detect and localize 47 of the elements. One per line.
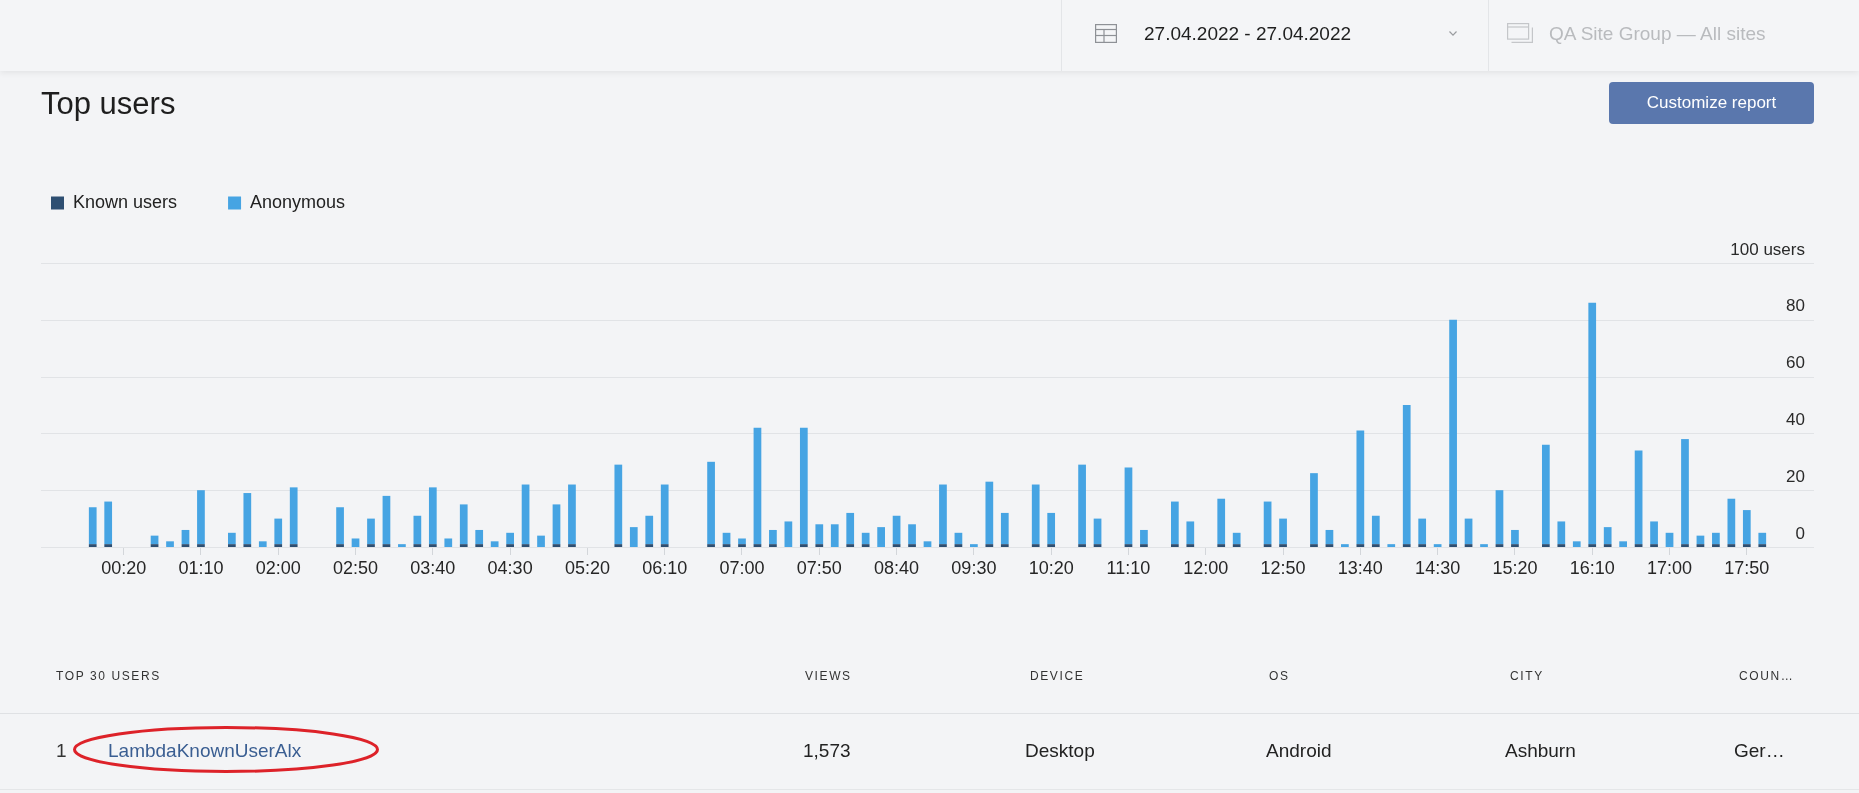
text: Android — [1266, 740, 1332, 762]
y-tick-label: 40 — [1786, 410, 1805, 430]
x-tick-label: 05:20 — [564, 557, 610, 578]
category-label: COUN… — [1739, 669, 1795, 684]
x-tick-label: 08:40 — [874, 557, 920, 578]
legend-label: Anonymous — [250, 191, 346, 212]
text: 27.04.2022 - 27.04.2022 — [1144, 23, 1352, 45]
y-tick-label: 0 — [1795, 523, 1805, 543]
x-tick-label: 17:50 — [1724, 557, 1770, 578]
x-tick-label: 12:00 — [1183, 557, 1229, 578]
x-tick-label: 03:40 — [410, 557, 456, 578]
chart-title: Top users — [41, 86, 176, 122]
y-tick-label: 80 — [1786, 296, 1805, 316]
x-tick-label: 00:20 — [101, 557, 147, 578]
category-label: CITY — [1510, 669, 1544, 684]
text: 1,573 — [803, 740, 851, 762]
x-tick-label: 02:50 — [333, 557, 379, 578]
legend-label: Known users — [73, 191, 178, 212]
x-tick-label: 01:10 — [178, 557, 224, 578]
x-tick-label: 10:20 — [1028, 557, 1074, 578]
x-tick-label: 17:00 — [1646, 557, 1693, 578]
x-tick-label: 14:30 — [1415, 557, 1461, 578]
category-label: OS — [1269, 669, 1290, 684]
x-tick-label: 09:30 — [951, 557, 997, 578]
text: LambdaKnownUserAlx — [108, 740, 302, 762]
x-tick-label: 04:30 — [487, 557, 533, 578]
category-label: TOP 30 USERS — [56, 669, 161, 684]
text: Ashburn — [1505, 740, 1576, 762]
x-tick-label: 12:50 — [1260, 557, 1306, 578]
x-tick-label: 07:50 — [796, 557, 842, 578]
y-tick-label: 100 users — [1730, 239, 1805, 259]
x-tick-label: 13:40 — [1337, 557, 1383, 578]
text: Desktop — [1025, 740, 1095, 762]
text: Ger… — [1734, 740, 1785, 762]
text: QA Site Group — All sites — [1549, 23, 1766, 45]
x-tick-label: 06:10 — [642, 557, 688, 578]
x-tick-label: 15:20 — [1492, 557, 1538, 578]
text: 1 — [56, 740, 67, 762]
x-tick-label: 07:00 — [719, 557, 765, 578]
x-tick-label: 11:10 — [1106, 557, 1151, 578]
category-label: VIEWS — [805, 669, 852, 684]
x-tick-label: 16:10 — [1569, 557, 1615, 578]
primary-button[interactable]: Customize report — [1609, 82, 1814, 124]
y-tick-label: 20 — [1786, 466, 1805, 486]
y-tick-label: 60 — [1786, 353, 1805, 373]
x-tick-label: 02:00 — [255, 557, 301, 578]
category-label: DEVICE — [1030, 669, 1085, 684]
